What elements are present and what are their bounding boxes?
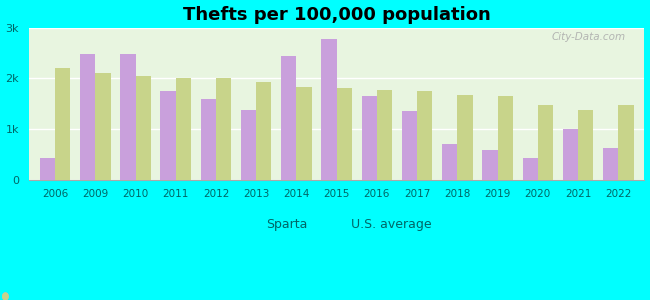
Bar — [458, 95, 473, 180]
Bar — [256, 82, 272, 180]
Bar — [120, 54, 135, 180]
Bar — [563, 129, 578, 180]
Bar — [523, 158, 538, 180]
Bar — [201, 99, 216, 180]
Bar — [80, 54, 96, 180]
Bar — [603, 148, 618, 180]
Bar — [578, 110, 593, 180]
Bar — [618, 105, 634, 180]
Bar — [361, 96, 377, 180]
Bar — [161, 91, 176, 180]
Bar — [296, 87, 312, 180]
Bar — [55, 68, 70, 180]
Bar — [482, 150, 498, 180]
Bar — [321, 39, 337, 180]
Bar — [417, 91, 432, 180]
Legend: Sparta, U.S. average: Sparta, U.S. average — [235, 212, 438, 237]
Bar — [176, 79, 191, 180]
Bar — [538, 105, 553, 180]
Text: City-Data.com: City-Data.com — [552, 32, 626, 42]
Bar — [442, 144, 458, 180]
Bar — [40, 158, 55, 180]
Bar — [281, 56, 296, 180]
Title: Thefts per 100,000 population: Thefts per 100,000 population — [183, 6, 491, 24]
Bar — [498, 96, 513, 180]
Bar — [241, 110, 256, 180]
Bar — [402, 111, 417, 180]
Bar — [337, 88, 352, 180]
Bar — [135, 76, 151, 180]
Bar — [216, 79, 231, 180]
Bar — [377, 90, 392, 180]
Bar — [96, 74, 111, 180]
